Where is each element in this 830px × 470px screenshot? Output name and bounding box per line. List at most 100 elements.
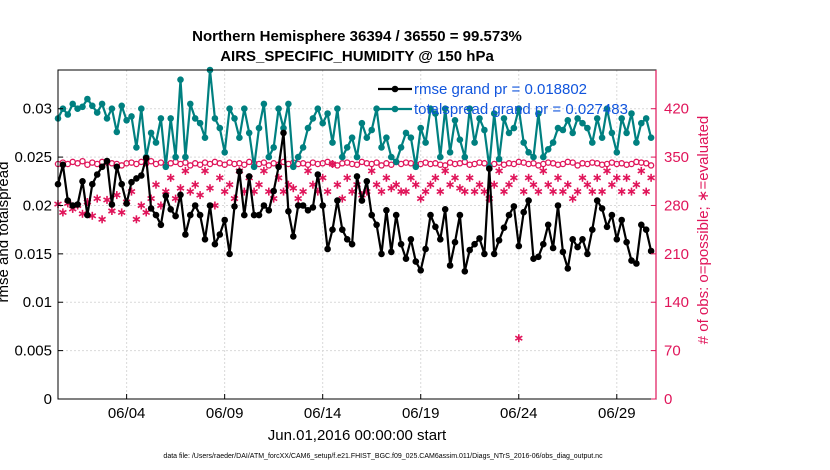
obs-evaluated-point	[441, 166, 450, 175]
obs-evaluated-point	[392, 180, 401, 189]
obs-evaluated-stroke	[534, 188, 543, 195]
obs-evaluated-point	[348, 187, 356, 196]
obs-possible-point	[569, 159, 576, 166]
obs-evaluated-point	[573, 187, 582, 196]
obs-evaluated-point	[367, 166, 376, 175]
obs-evaluated-point	[108, 207, 116, 215]
totalspread-point	[422, 139, 429, 146]
rmse-point	[172, 212, 179, 220]
obs-evaluated-point	[186, 187, 195, 196]
rmse-point	[412, 258, 420, 265]
totalspread-point	[603, 105, 611, 112]
obs-evaluated-stroke	[495, 168, 503, 174]
totalspread-point	[608, 129, 616, 137]
obs-evaluated-point	[534, 187, 543, 196]
totalspread-point	[187, 100, 194, 108]
rmse-point	[231, 203, 238, 210]
obs-evaluated-point	[343, 173, 352, 182]
rmse-point	[339, 226, 346, 233]
rmse-point	[569, 236, 576, 243]
rmse-point	[500, 224, 508, 231]
totalspread-point	[177, 76, 184, 83]
x-axis-label: Jun.01,2016 00:00:00 start	[268, 427, 447, 444]
totalspread-point	[98, 100, 106, 108]
rmse-point	[329, 226, 336, 233]
rmse-point	[363, 178, 371, 185]
obs-evaluated-point	[279, 187, 288, 196]
obs-evaluated-stroke	[166, 175, 175, 181]
y-right-tick-label: 210	[664, 246, 689, 263]
totalspread-point	[598, 134, 606, 141]
plot-area: 0 0.005 0.01 0.015 0.02 0.025 0.03 0 70 140 210 280…	[14, 66, 689, 422]
totalspread-point	[574, 115, 581, 122]
obs-evaluated-stroke	[554, 175, 562, 181]
totalspread-point	[569, 129, 576, 137]
obs-evaluated-point	[475, 180, 484, 189]
totalspread-point	[294, 153, 302, 161]
x-tick-label: 06/09	[206, 405, 244, 422]
obs-evaluated-point	[382, 173, 391, 182]
totalspread-point	[417, 124, 425, 132]
totalspread-point	[245, 129, 253, 137]
totalspread-point	[530, 153, 537, 161]
obs-evaluated-point	[608, 180, 616, 189]
obs-evaluated-point	[431, 173, 440, 182]
rmse-point	[250, 211, 258, 219]
totalspread-point	[319, 119, 327, 127]
obs-evaluated-stroke	[372, 182, 381, 188]
totalspread-point	[304, 124, 312, 132]
rmse-point	[84, 211, 91, 219]
totalspread-point	[638, 119, 645, 127]
obs-possible-point	[388, 161, 395, 168]
obs-evaluated-stroke	[647, 175, 655, 181]
obs-evaluated-point	[196, 191, 204, 200]
rmse-point	[147, 205, 155, 212]
rmse-point	[319, 202, 327, 209]
totalspread-point	[579, 119, 586, 127]
obs-evaluated-stroke	[436, 188, 445, 195]
rmse-point	[93, 171, 101, 178]
totalspread-point	[241, 105, 248, 112]
obs-evaluated-stroke	[627, 188, 636, 195]
rmse-point	[383, 207, 390, 214]
rmse-point	[589, 226, 596, 233]
y-right-tick-label: 70	[664, 343, 681, 360]
rmse-point	[559, 248, 567, 256]
rmse-point	[138, 172, 145, 179]
obs-evaluated-stroke	[112, 192, 121, 198]
rmse-point	[633, 260, 640, 267]
y-right-tick-label: 0	[664, 391, 672, 408]
obs-possible-point	[373, 159, 380, 166]
obs-evaluated-point	[505, 180, 513, 189]
rmse-point	[79, 178, 86, 185]
rmse-point	[103, 157, 111, 165]
totalspread-point	[138, 105, 145, 112]
obs-evaluated-point	[642, 187, 651, 196]
obs-evaluated-stroke	[544, 182, 553, 188]
totalspread-point	[299, 144, 307, 151]
obs-evaluated-stroke	[318, 175, 327, 181]
obs-evaluated-stroke	[451, 175, 459, 181]
rmse-point	[471, 240, 478, 248]
obs-evaluated-point	[93, 194, 102, 203]
rmse-point	[598, 205, 606, 212]
rmse-point	[505, 211, 513, 219]
rmse-point	[118, 180, 125, 188]
obs-evaluated-stroke	[598, 188, 606, 195]
rmse-point	[128, 178, 135, 186]
obs-possible-point	[147, 157, 155, 165]
totalspread-point	[324, 110, 331, 117]
obs-evaluated-point	[637, 166, 646, 175]
totalspread-point	[133, 144, 140, 151]
obs-evaluated-stroke	[142, 209, 151, 216]
rmse-point	[69, 202, 76, 209]
obs-evaluated-point	[647, 173, 655, 182]
rmse-point	[490, 250, 498, 258]
totalspread-point	[388, 153, 395, 161]
rmse-point	[554, 202, 562, 209]
legend-label-totalspread: totalspread grand pr = 0.027483	[414, 101, 628, 118]
obs-possible-point	[241, 161, 248, 168]
obs-evaluated-stroke	[78, 211, 87, 217]
obs-evaluated-stroke	[470, 188, 479, 195]
